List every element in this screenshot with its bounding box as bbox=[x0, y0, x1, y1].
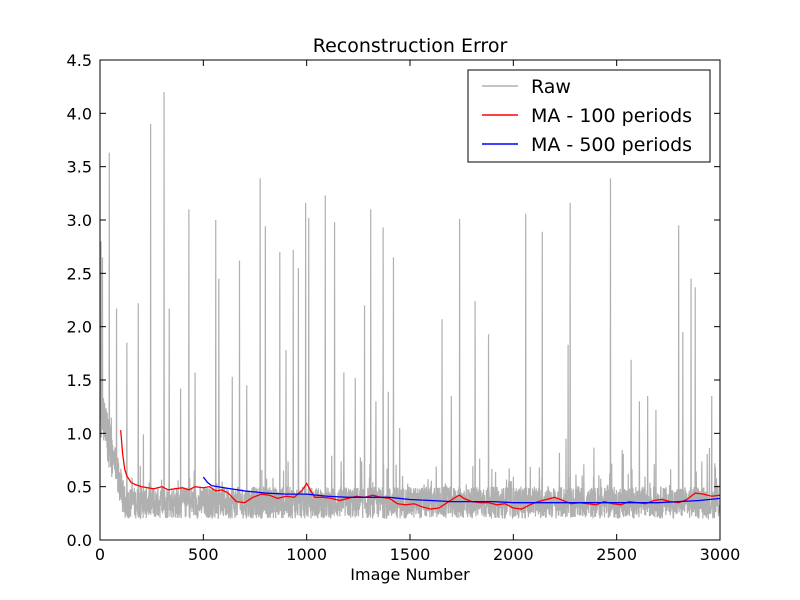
x-tick-label: 0 bbox=[95, 545, 105, 564]
chart-title: Reconstruction Error bbox=[313, 35, 508, 57]
y-tick-label: 4.5 bbox=[67, 51, 92, 70]
x-axis-label: Image Number bbox=[350, 565, 470, 584]
y-tick-label: 3.5 bbox=[67, 158, 92, 177]
plot-area bbox=[100, 91, 720, 521]
x-tick-label: 500 bbox=[188, 545, 219, 564]
ticks-group: 0 500 1000 1500 2000 2500 3000 0.0 0.5 1.0 1.5 2.0 2… bbox=[67, 51, 741, 564]
legend-label: MA - 500 periods bbox=[531, 134, 692, 156]
y-tick-label: 0.5 bbox=[67, 478, 92, 497]
y-tick-label: 1.5 bbox=[67, 371, 92, 390]
y-tick-label: 3.0 bbox=[67, 211, 92, 230]
series-ma500-line bbox=[202, 476, 720, 504]
x-tick-label: 2500 bbox=[596, 545, 637, 564]
legend-label: MA - 100 periods bbox=[531, 105, 692, 127]
x-tick-label: 2000 bbox=[493, 545, 534, 564]
x-tick-label: 1500 bbox=[390, 545, 431, 564]
y-tick-label: 0.0 bbox=[67, 531, 92, 550]
x-tick-label: 3000 bbox=[700, 545, 741, 564]
y-tick-label: 2.5 bbox=[67, 264, 92, 283]
legend: Raw MA - 100 periods MA - 500 periods bbox=[467, 69, 711, 163]
legend-label: Raw bbox=[531, 76, 571, 98]
y-tick-label: 2.0 bbox=[67, 318, 92, 337]
x-tick-label: 1000 bbox=[286, 545, 327, 564]
y-tick-label: 4.0 bbox=[67, 104, 92, 123]
y-tick-label: 1.0 bbox=[67, 424, 92, 443]
